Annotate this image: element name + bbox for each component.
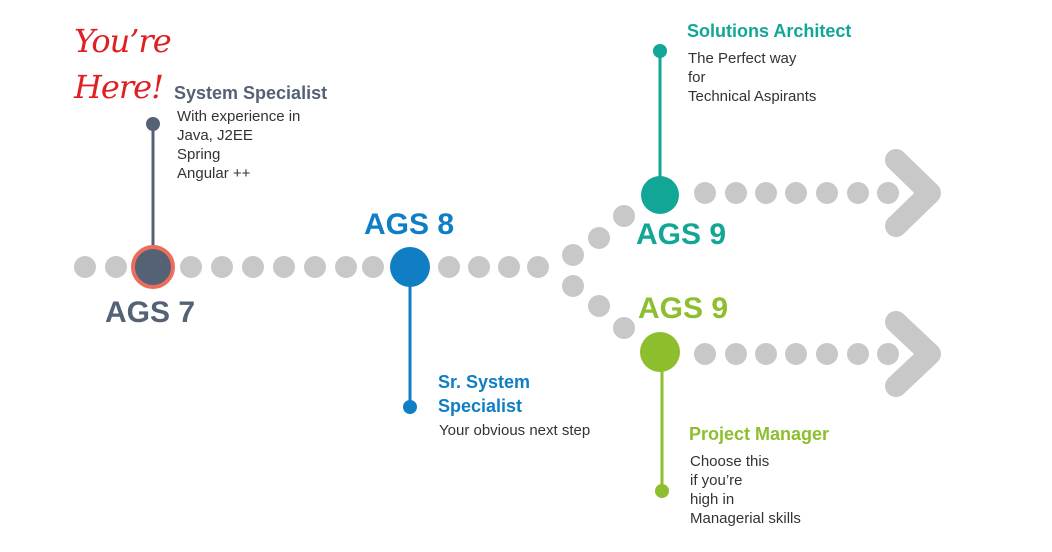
path-dot (785, 182, 807, 204)
path-dot (694, 182, 716, 204)
path-dot (816, 182, 838, 204)
architect-desc-line: The Perfect way (688, 50, 797, 67)
ags7-desc-line: Angular ++ (177, 165, 251, 182)
path-dot (725, 182, 747, 204)
arrow-head-manager (885, 311, 941, 397)
path-dot (588, 295, 610, 317)
architect-desc-line: for (688, 69, 706, 86)
architect-role: Solutions Architect (687, 21, 852, 41)
ags8-description: Your obvious next step (439, 421, 590, 440)
path-dot (755, 343, 777, 365)
architect-stem-dot (653, 44, 667, 58)
path-dot (613, 317, 635, 339)
path-dot (613, 205, 635, 227)
path-dot (562, 244, 584, 266)
ags8-desc-line: Your obvious next step (439, 422, 591, 439)
path-dot (755, 182, 777, 204)
path-dot (304, 256, 326, 278)
path-dot (498, 256, 520, 278)
manager-desc-line: Choose this (690, 453, 770, 470)
ags7-desc-line: Spring (177, 146, 221, 163)
you-are-here-note: You’re Here! (74, 18, 172, 110)
path-dot (74, 256, 96, 278)
path-dot (105, 256, 127, 278)
path-dot (847, 182, 869, 204)
path-dot (527, 256, 549, 278)
path-dot (438, 256, 460, 278)
architect-title: AGS 9 (636, 218, 727, 251)
path-dot (877, 182, 899, 204)
architect-desc-line: Technical Aspirants (688, 88, 817, 105)
ags7-desc-line: With experience in (177, 108, 301, 125)
ags7-description: With experience in Java, J2EE Spring Ang… (177, 107, 300, 183)
path-dot (588, 227, 610, 249)
path-dot (725, 343, 747, 365)
ags8-node (390, 247, 430, 287)
manager-role: Project Manager (689, 424, 830, 444)
ags7-title: AGS 7 (105, 296, 196, 329)
ags8-role-line: Specialist (438, 396, 523, 416)
manager-stem-dot (655, 484, 669, 498)
path-dot (273, 256, 295, 278)
path-dot (468, 256, 490, 278)
path-dot (211, 256, 233, 278)
path-dot (816, 343, 838, 365)
path-dot (562, 275, 584, 297)
ags7-desc-line: Java, J2EE (177, 127, 253, 144)
path-dot (785, 343, 807, 365)
manager-desc-line: if you’re (690, 472, 743, 489)
ags8-stem-dot (403, 400, 417, 414)
you-are-here-line-2: Here! (74, 68, 164, 106)
manager-node (640, 332, 680, 372)
manager-description: Choose this if you’re high in Managerial… (690, 452, 801, 528)
ags8-role: Sr. System Specialist (438, 370, 530, 418)
path-dot (694, 343, 716, 365)
architect-description: The Perfect way for Technical Aspirants (688, 49, 816, 106)
ags7-node (131, 245, 175, 289)
ags7-stem-dot (146, 117, 160, 131)
ags8-title: AGS 8 (364, 208, 455, 241)
ags7-role: System Specialist (174, 83, 328, 103)
path-dot (180, 256, 202, 278)
path-dot (362, 256, 384, 278)
path-dots (74, 182, 899, 365)
you-are-here-line-1: You’re (74, 22, 172, 60)
architect-node (641, 176, 679, 214)
path-dot (335, 256, 357, 278)
ags8-role-line: Sr. System (438, 372, 531, 392)
path-dot (847, 343, 869, 365)
manager-title: AGS 9 (638, 292, 729, 325)
manager-desc-line: high in (690, 491, 735, 508)
arrow-head-architect (885, 149, 941, 237)
path-dot (877, 343, 899, 365)
path-dot (242, 256, 264, 278)
manager-desc-line: Managerial skills (690, 510, 801, 527)
